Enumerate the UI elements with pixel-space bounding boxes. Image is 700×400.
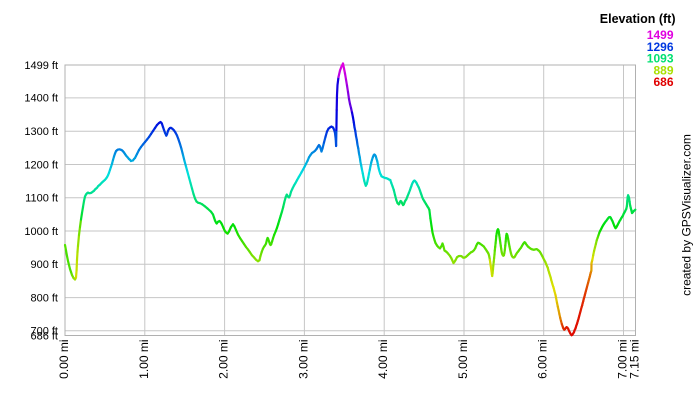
- svg-text:700 ft: 700 ft: [30, 326, 58, 338]
- svg-text:686 ft: 686 ft: [30, 330, 58, 342]
- svg-text:1000 ft: 1000 ft: [24, 226, 58, 238]
- svg-text:1499 ft: 1499 ft: [24, 60, 58, 72]
- svg-text:1400 ft: 1400 ft: [24, 93, 58, 105]
- svg-text:5.00 mi: 5.00 mi: [456, 340, 470, 379]
- svg-text:3.00 mi: 3.00 mi: [296, 340, 310, 379]
- svg-text:686: 686: [653, 75, 673, 89]
- svg-text:1300 ft: 1300 ft: [24, 126, 58, 138]
- svg-text:4.00 mi: 4.00 mi: [376, 340, 390, 379]
- svg-text:889: 889: [653, 63, 673, 77]
- svg-text:created by GPSVisualizer.com: created by GPSVisualizer.com: [680, 134, 694, 296]
- svg-text:1100 ft: 1100 ft: [25, 193, 58, 205]
- svg-text:900 ft: 900 ft: [30, 259, 58, 271]
- svg-text:1296: 1296: [647, 40, 674, 54]
- svg-text:2.00 mi: 2.00 mi: [217, 340, 231, 379]
- svg-text:Elevation (ft): Elevation (ft): [600, 12, 676, 26]
- svg-text:0.00 mi: 0.00 mi: [57, 340, 71, 379]
- svg-text:7.15 mi: 7.15 mi: [628, 340, 642, 379]
- svg-text:800 ft: 800 ft: [30, 292, 58, 304]
- svg-text:6.00 mi: 6.00 mi: [536, 340, 550, 379]
- svg-text:1499: 1499: [647, 28, 674, 42]
- svg-text:1093: 1093: [647, 52, 674, 66]
- svg-text:7.00 mi: 7.00 mi: [616, 340, 630, 379]
- svg-text:1200 ft: 1200 ft: [24, 159, 58, 171]
- svg-text:1.00 mi: 1.00 mi: [137, 340, 151, 379]
